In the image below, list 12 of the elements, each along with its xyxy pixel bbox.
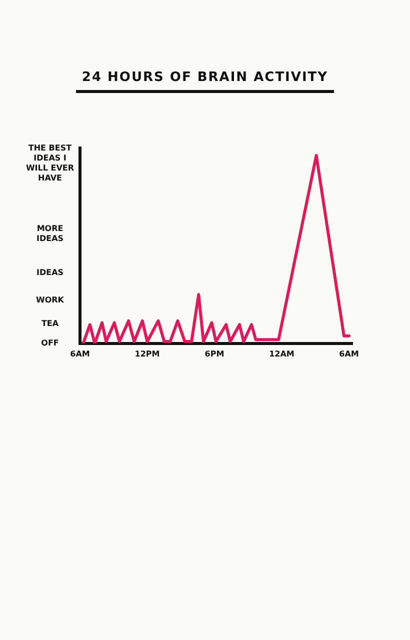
text: THE BEST IDEAS I WILL EVER HAVE	[26, 144, 74, 183]
chart-title: 24 HOURS OF BRAIN ACTIVITY	[76, 70, 334, 93]
x-tick-label: 6PM	[204, 349, 224, 358]
text: TEA	[41, 318, 60, 328]
text: WORK	[36, 295, 65, 304]
x-tick-label: 6AM	[339, 349, 359, 358]
x-tick-label: 12PM	[134, 349, 160, 358]
x-tick-label: 12AM	[269, 349, 294, 358]
text: IDEAS	[36, 268, 64, 278]
x-tick-label: 6AM	[70, 349, 90, 358]
text: OFF	[41, 338, 59, 348]
text: MORE IDEAS	[36, 224, 64, 244]
